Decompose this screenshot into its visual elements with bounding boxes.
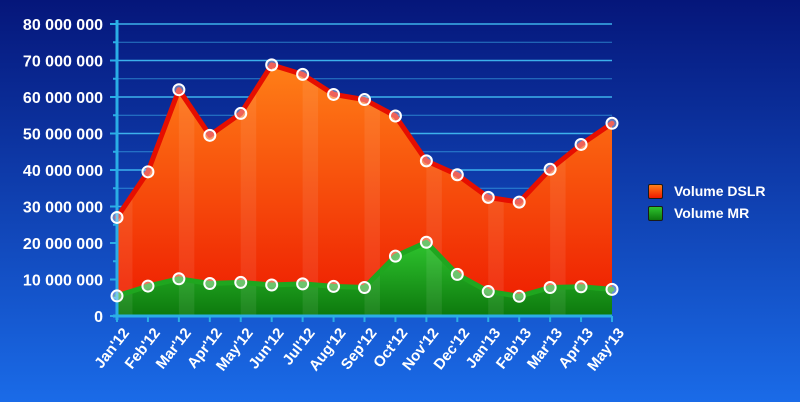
area-sheen-stripe: [550, 156, 566, 316]
point-volume-mr[interactable]: [296, 277, 310, 291]
y-tick-label: 60 000 000: [23, 90, 103, 107]
point-volume-mr[interactable]: [388, 249, 402, 263]
point-volume-dslr[interactable]: [512, 195, 526, 209]
line-volume-mr: [114, 239, 615, 299]
point-volume-mr[interactable]: [141, 279, 155, 293]
legend-swatch-mr: [648, 205, 663, 221]
line-volume-dslr: [114, 62, 615, 220]
y-tick-label: 40 000 000: [23, 163, 103, 180]
point-volume-mr[interactable]: [450, 267, 464, 281]
point-volume-mr[interactable]: [481, 285, 495, 299]
point-volume-mr[interactable]: [203, 277, 217, 291]
point-volume-mr[interactable]: [172, 272, 186, 286]
point-volume-dslr[interactable]: [605, 116, 619, 130]
series-areas: [114, 62, 615, 317]
area-sheen-stripe: [550, 287, 566, 316]
area-sheen-stripe: [302, 74, 319, 317]
point-volume-dslr[interactable]: [574, 137, 588, 151]
point-volume-dslr[interactable]: [234, 106, 248, 120]
point-volume-dslr[interactable]: [110, 210, 124, 224]
point-volume-dslr[interactable]: [296, 67, 310, 81]
point-volume-mr[interactable]: [543, 281, 557, 295]
legend-item-dslr[interactable]: Volume DSLR: [648, 180, 796, 202]
point-volume-mr[interactable]: [234, 275, 248, 289]
point-volume-dslr[interactable]: [543, 162, 557, 176]
legend-label-dslr: Volume DSLR: [674, 183, 766, 199]
area-sheen-stripe: [240, 282, 257, 316]
point-volume-dslr[interactable]: [141, 165, 155, 179]
point-volume-dslr[interactable]: [388, 109, 402, 123]
series-markers: [110, 58, 619, 303]
area-sheen-stripe: [426, 242, 442, 316]
legend-label-mr: Volume MR: [674, 205, 750, 221]
area-sheen-stripe: [488, 291, 504, 316]
point-volume-mr[interactable]: [327, 279, 341, 293]
point-volume-mr[interactable]: [605, 282, 619, 296]
area-sheen-stripe: [178, 89, 195, 316]
point-volume-dslr[interactable]: [450, 168, 464, 182]
point-volume-dslr[interactable]: [358, 93, 371, 107]
legend-swatch-dslr: [648, 183, 663, 199]
area-sheen-stripe: [272, 65, 287, 316]
area-sheen-stripe: [364, 271, 380, 316]
y-tick-label: 0: [94, 309, 103, 326]
point-volume-mr[interactable]: [512, 289, 526, 303]
point-volume-dslr[interactable]: [172, 83, 186, 97]
point-volume-dslr[interactable]: [481, 190, 495, 204]
y-tick-label: 20 000 000: [23, 236, 103, 253]
y-axis-ticks: 0 10 000 000 20 000 000 30 000 000 40 000 00…: [23, 17, 103, 326]
y-tick-label: 10 000 000: [23, 273, 103, 290]
point-volume-dslr[interactable]: [265, 58, 279, 72]
point-volume-mr[interactable]: [265, 278, 279, 292]
area-sheen-stripe: [364, 99, 380, 317]
area-volume-dslr: [117, 64, 612, 317]
area-sheen-stripe: [117, 194, 133, 316]
point-volume-dslr[interactable]: [327, 87, 341, 101]
area-sheen-stripe: [178, 278, 195, 316]
legend: Volume DSLR Volume MR: [648, 180, 796, 224]
y-tick-label: 80 000 000: [23, 17, 103, 34]
axes: [110, 20, 613, 322]
point-volume-mr[interactable]: [574, 280, 588, 294]
area-sheen-stripe: [240, 89, 257, 316]
area-sheen-stripe: [302, 283, 319, 316]
y-tick-label: 70 000 000: [23, 54, 103, 71]
y-tick-label: 50 000 000: [23, 127, 103, 144]
point-volume-dslr[interactable]: [203, 128, 217, 142]
legend-item-mr[interactable]: Volume MR: [648, 202, 796, 224]
point-volume-mr[interactable]: [358, 281, 371, 295]
y-tick-label: 30 000 000: [23, 200, 103, 217]
point-volume-mr[interactable]: [110, 289, 124, 303]
point-volume-dslr[interactable]: [419, 154, 433, 168]
point-volume-mr[interactable]: [419, 235, 433, 249]
